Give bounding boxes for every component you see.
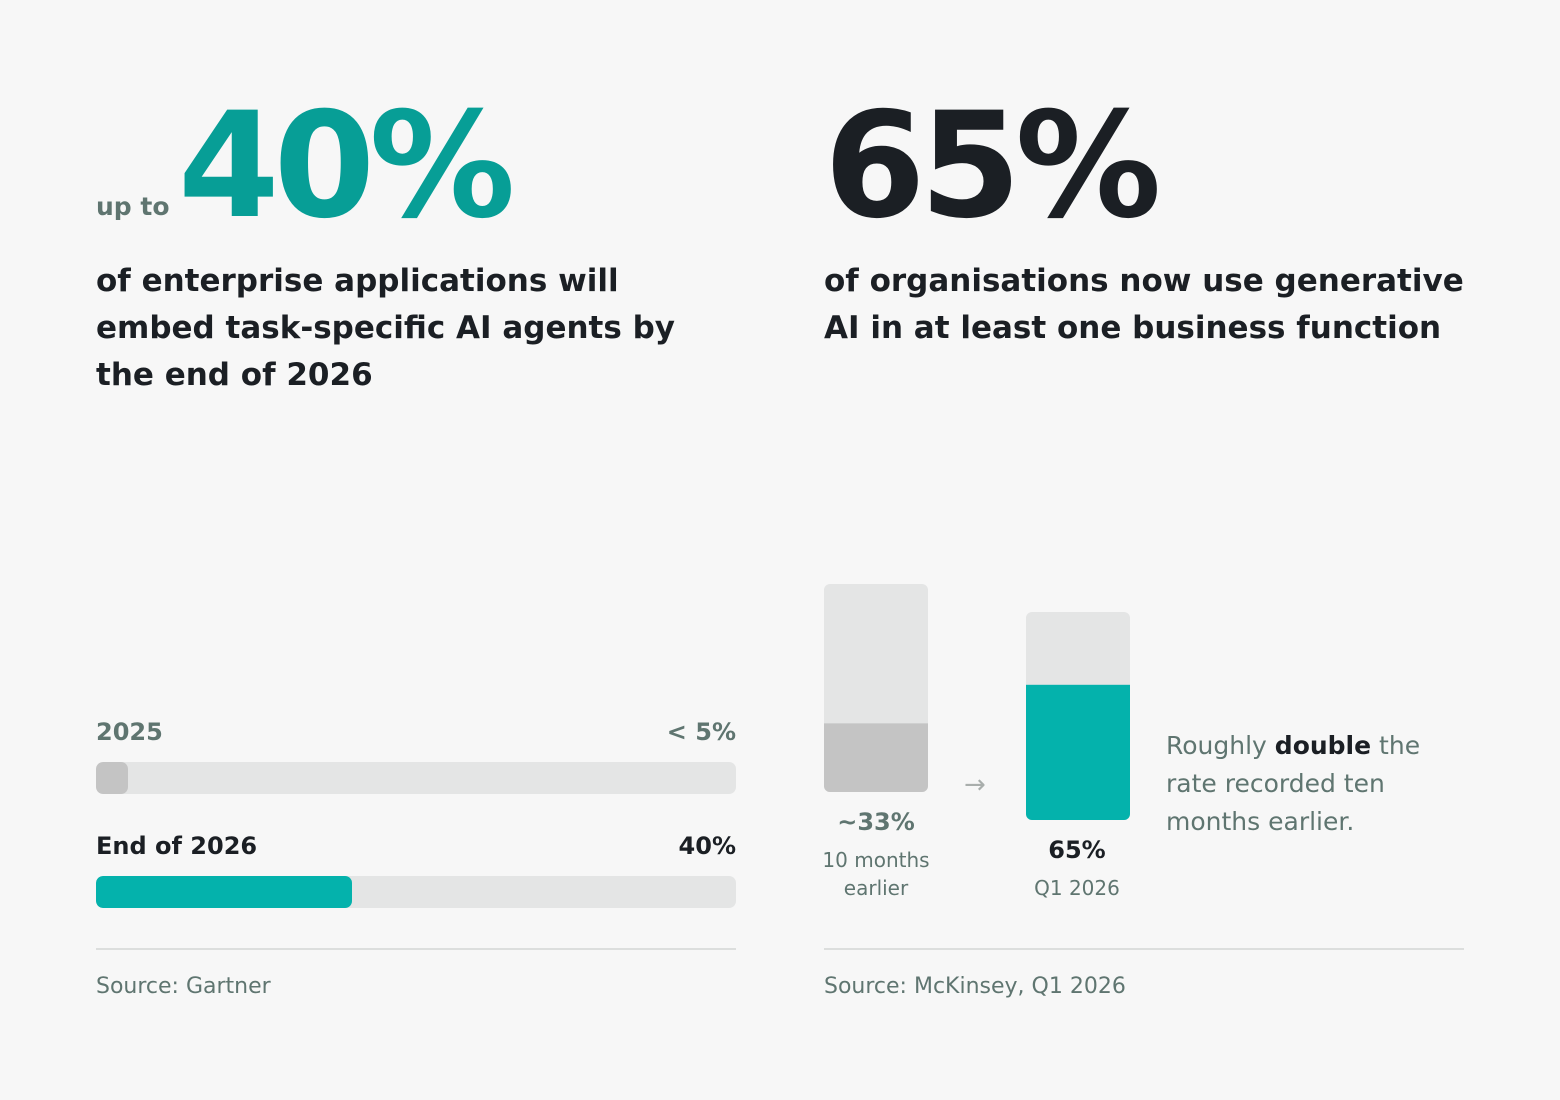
bar-value-2026: 40% — [678, 832, 736, 860]
left-source: Source: Gartner — [96, 974, 271, 999]
right-stat-panel: 65% of organisations now use generative … — [822, 0, 1466, 1100]
bar-value-2025: < 5% — [666, 718, 736, 746]
bar-row-2026: End of 2026 40% — [96, 832, 736, 908]
bar-fill-2026 — [96, 876, 352, 908]
left-headline-value: 40% — [178, 81, 515, 251]
right-description: of organisations now use generative AI i… — [824, 263, 1464, 346]
bar-track-2026 — [96, 876, 736, 908]
bar-label-2025: 2025 — [96, 718, 163, 746]
vbar-fill-earlier — [824, 723, 928, 792]
comparison-note: Roughly double the rate recorded ten mon… — [1166, 727, 1466, 841]
vbar-value-earlier: ~33% — [837, 808, 915, 836]
bar-label-2026: End of 2026 — [96, 832, 258, 860]
right-source: Source: McKinsey, Q1 2026 — [824, 974, 1126, 999]
arrow-right-icon: → — [964, 770, 986, 800]
bar-row-2025: 2025 < 5% — [96, 718, 736, 794]
bar-fill-2025 — [96, 762, 128, 794]
right-divider — [824, 948, 1464, 950]
right-headline-value: 65% — [824, 81, 1161, 251]
vbar-caption-q1-2026: 65% Q1 2026 — [1007, 836, 1147, 902]
note-text-end: the rate recorded ten months earlier. — [1166, 731, 1421, 836]
up-to-label: up to — [96, 192, 170, 221]
note-emphasis: double — [1274, 731, 1372, 760]
left-stat-panel: up to 40% of enterprise applications wil… — [96, 0, 736, 1100]
vbar-label-earlier: 10 months earlier — [822, 848, 930, 900]
left-description: of enterprise applications will embed ta… — [96, 263, 675, 393]
vbar-value-q1-2026: 65% — [1048, 836, 1106, 864]
vbar-caption-earlier: ~33% 10 months earlier — [806, 808, 946, 902]
left-divider — [96, 948, 736, 950]
note-text-start: Roughly — [1166, 731, 1275, 760]
vbar-label-q1-2026: Q1 2026 — [1034, 876, 1120, 900]
vbar-fill-q1-2026 — [1026, 684, 1130, 820]
bar-track-2025 — [96, 762, 736, 794]
vertical-bar-chart — [824, 584, 1130, 820]
